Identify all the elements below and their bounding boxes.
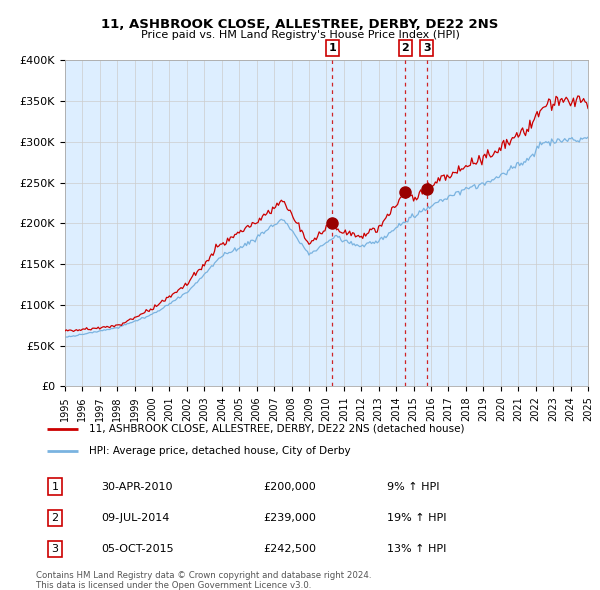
Text: 11, ASHBROOK CLOSE, ALLESTREE, DERBY, DE22 2NS: 11, ASHBROOK CLOSE, ALLESTREE, DERBY, DE… (101, 18, 499, 31)
Bar (332, 60, 427, 386)
Text: 30-APR-2010: 30-APR-2010 (101, 481, 172, 491)
Text: 11, ASHBROOK CLOSE, ALLESTREE, DERBY, DE22 2NS (detached house): 11, ASHBROOK CLOSE, ALLESTREE, DERBY, DE… (89, 424, 464, 434)
Text: 1: 1 (52, 481, 58, 491)
Text: 3: 3 (52, 544, 58, 554)
Text: 1: 1 (328, 43, 336, 53)
Text: 05-OCT-2015: 05-OCT-2015 (101, 544, 173, 554)
Text: £200,000: £200,000 (263, 481, 316, 491)
Text: Contains HM Land Registry data © Crown copyright and database right 2024.: Contains HM Land Registry data © Crown c… (36, 571, 371, 579)
Text: 3: 3 (423, 43, 430, 53)
Text: 09-JUL-2014: 09-JUL-2014 (101, 513, 169, 523)
Text: 13% ↑ HPI: 13% ↑ HPI (387, 544, 446, 554)
Text: £242,500: £242,500 (263, 544, 316, 554)
Text: This data is licensed under the Open Government Licence v3.0.: This data is licensed under the Open Gov… (36, 581, 311, 589)
Text: HPI: Average price, detached house, City of Derby: HPI: Average price, detached house, City… (89, 446, 350, 456)
Text: 2: 2 (401, 43, 409, 53)
Text: £239,000: £239,000 (263, 513, 316, 523)
Text: 2: 2 (52, 513, 58, 523)
Text: 19% ↑ HPI: 19% ↑ HPI (387, 513, 446, 523)
Text: 9% ↑ HPI: 9% ↑ HPI (387, 481, 439, 491)
Text: Price paid vs. HM Land Registry's House Price Index (HPI): Price paid vs. HM Land Registry's House … (140, 30, 460, 40)
